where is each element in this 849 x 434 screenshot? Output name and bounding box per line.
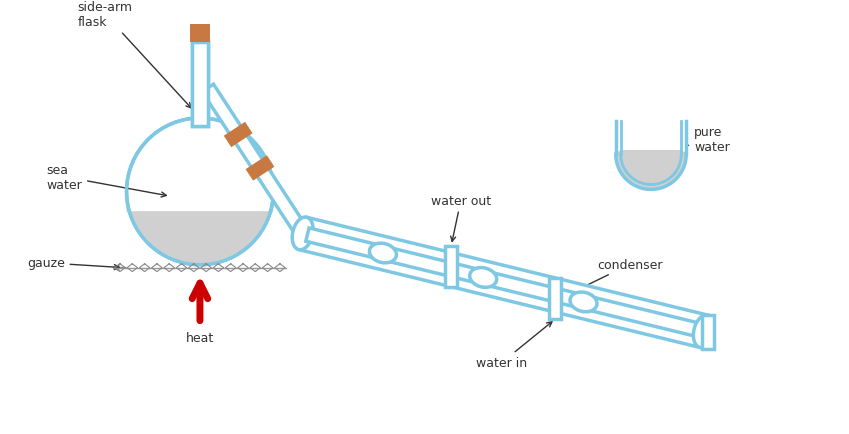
Text: sea
water: sea water	[47, 163, 166, 197]
Bar	[190, 25, 210, 43]
Bar	[192, 43, 208, 126]
Circle shape	[127, 118, 273, 265]
Text: condenser: condenser	[543, 258, 663, 307]
Text: water in: water in	[476, 322, 552, 369]
Polygon shape	[245, 156, 274, 181]
Ellipse shape	[369, 243, 396, 263]
Ellipse shape	[694, 315, 714, 348]
Polygon shape	[202, 85, 308, 237]
Ellipse shape	[570, 293, 597, 312]
Text: gauze: gauze	[27, 256, 120, 270]
Polygon shape	[616, 151, 686, 190]
Polygon shape	[549, 278, 561, 319]
Polygon shape	[306, 228, 700, 337]
Ellipse shape	[292, 217, 313, 250]
Text: water out: water out	[431, 194, 491, 242]
Text: heat: heat	[186, 332, 214, 345]
Polygon shape	[702, 316, 714, 349]
Text: pure
water: pure water	[655, 125, 730, 156]
Polygon shape	[127, 192, 273, 265]
Polygon shape	[616, 122, 686, 190]
Text: side-arm
flask: side-arm flask	[77, 1, 191, 108]
Polygon shape	[224, 122, 252, 148]
Bar	[190, 25, 210, 43]
Ellipse shape	[469, 268, 497, 288]
Polygon shape	[299, 218, 708, 348]
Polygon shape	[446, 246, 457, 287]
Bar	[192, 43, 208, 126]
